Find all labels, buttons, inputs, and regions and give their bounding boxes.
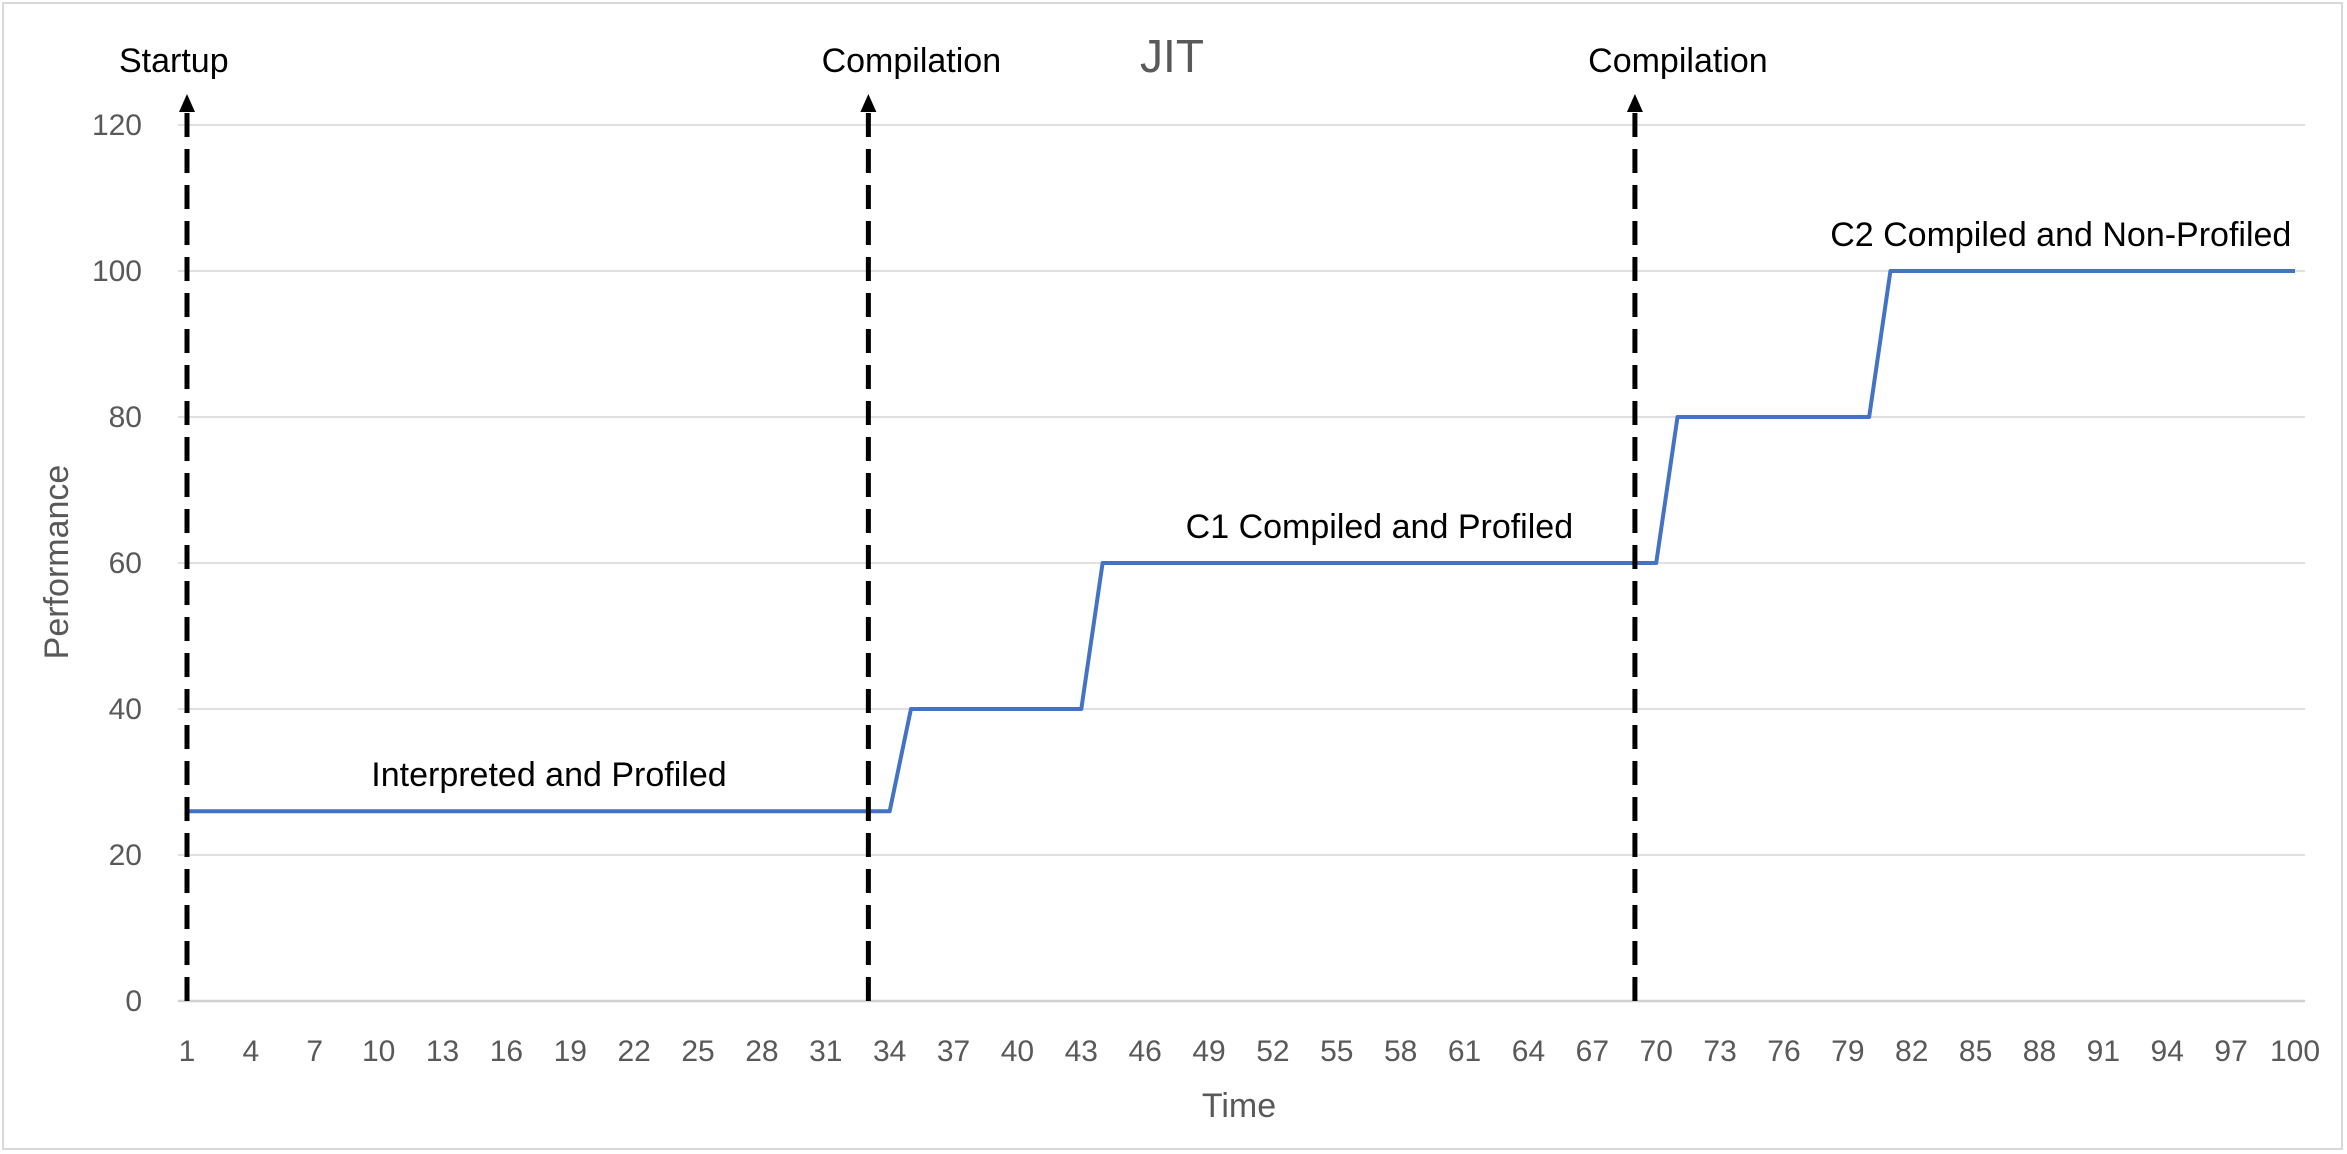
y-tick-label: 0 xyxy=(125,985,142,1018)
x-tick-label: 88 xyxy=(2023,1035,2056,1068)
x-tick-label: 76 xyxy=(1767,1035,1800,1068)
x-tick-label: 25 xyxy=(681,1035,714,1068)
chart-title: JIT xyxy=(1140,30,1204,82)
x-tick-label: 19 xyxy=(554,1035,587,1068)
x-tick-label: 49 xyxy=(1192,1035,1225,1068)
phase-annotation: C2 Compiled and Non-Profiled xyxy=(1830,216,2291,254)
series-layer xyxy=(187,269,2295,814)
y-axis-ticks: 0 20 40 60 80 100 120 xyxy=(92,109,142,1018)
x-tick-label: 16 xyxy=(490,1035,523,1068)
marker-arrowhead xyxy=(860,94,877,112)
x-tick-label: 79 xyxy=(1831,1035,1864,1068)
x-tick-label: 94 xyxy=(2151,1035,2184,1068)
x-tick-label: 37 xyxy=(937,1035,970,1068)
y-tick-label: 20 xyxy=(109,839,142,872)
x-axis-ticks: 1 4 7 10 13 16 19 22 25 28 31 34 37 40 43 46 49 52 55 58 61 6… xyxy=(179,1035,2320,1068)
y-tick-label: 100 xyxy=(92,255,142,288)
phase-annotation: Interpreted and Profiled xyxy=(371,756,726,794)
x-tick-label: 28 xyxy=(745,1035,778,1068)
marker-label: Compilation xyxy=(1588,42,1768,80)
x-tick-label: 97 xyxy=(2214,1035,2247,1068)
x-tick-label: 40 xyxy=(1001,1035,1034,1068)
x-tick-label: 13 xyxy=(426,1035,459,1068)
y-tick-label: 40 xyxy=(109,693,142,726)
y-tick-label: 120 xyxy=(92,109,142,142)
x-tick-label: 91 xyxy=(2087,1035,2120,1068)
y-tick-label: 60 xyxy=(109,547,142,580)
x-tick-label: 43 xyxy=(1065,1035,1098,1068)
marker-label: Startup xyxy=(119,42,229,80)
marker-arrowhead xyxy=(1626,94,1643,112)
x-tick-label: 67 xyxy=(1576,1035,1609,1068)
x-tick-label: 55 xyxy=(1320,1035,1353,1068)
x-tick-label: 22 xyxy=(617,1035,650,1068)
x-axis-title: Time xyxy=(1202,1087,1276,1125)
x-tick-label: 46 xyxy=(1128,1035,1161,1068)
x-tick-label: 4 xyxy=(243,1035,260,1068)
x-tick-label: 73 xyxy=(1703,1035,1736,1068)
x-tick-label: 70 xyxy=(1640,1035,1673,1068)
marker-arrowhead xyxy=(179,94,195,112)
event-markers: Startup Compilation Compilation xyxy=(119,42,1768,1001)
y-tick-label: 80 xyxy=(109,401,142,434)
x-tick-label: 85 xyxy=(1959,1035,1992,1068)
marker-label: Compilation xyxy=(822,42,1002,80)
x-tick-label: 52 xyxy=(1256,1035,1289,1068)
phase-annotation: C1 Compiled and Profiled xyxy=(1186,508,1573,546)
x-tick-label: 10 xyxy=(362,1035,395,1068)
x-tick-label: 61 xyxy=(1448,1035,1481,1068)
x-tick-label: 82 xyxy=(1895,1035,1928,1068)
x-tick-label: 7 xyxy=(306,1035,323,1068)
y-axis-title: Performance xyxy=(38,465,76,660)
x-tick-label: 58 xyxy=(1384,1035,1417,1068)
x-tick-label: 64 xyxy=(1512,1035,1545,1068)
annotations: Interpreted and Profiled C1 Compiled and … xyxy=(371,216,2291,794)
x-tick-label: 1 xyxy=(179,1035,196,1068)
x-tick-label: 31 xyxy=(809,1035,842,1068)
series-line xyxy=(187,269,2295,814)
x-tick-label: 34 xyxy=(873,1035,906,1068)
x-tick-label: 100 xyxy=(2270,1035,2320,1068)
